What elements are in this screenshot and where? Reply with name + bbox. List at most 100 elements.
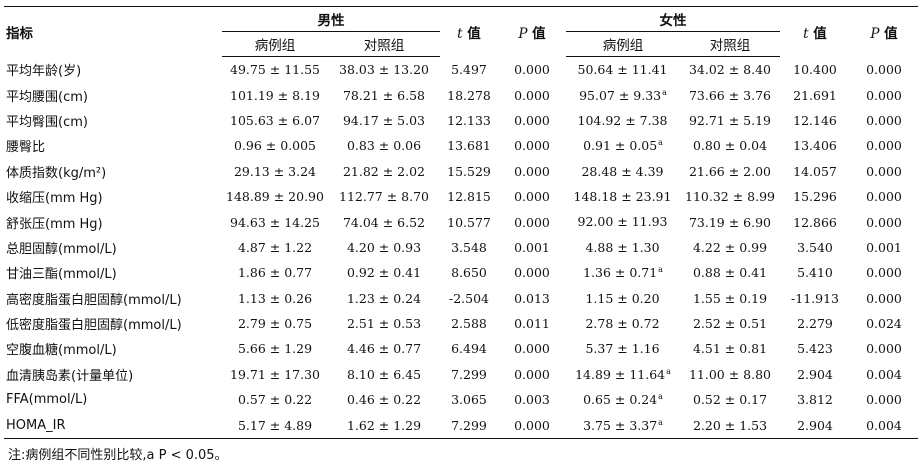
- male-t-cell: 7.299: [451, 366, 487, 382]
- female-p-cell: 0.024: [866, 316, 902, 332]
- female-control-cell: 4.51 ± 0.81: [692, 341, 768, 357]
- female-case-cell: 3.75 ± 3.37a: [566, 412, 680, 439]
- male-case-cell: 4.87 ± 1.22: [237, 239, 313, 255]
- male-p-cell: 0.013: [514, 290, 550, 306]
- male-t-cell: 2.588: [451, 316, 487, 332]
- male-p-cell: 0.000: [514, 214, 550, 230]
- table-row: 血清胰岛素(计量单位) 19.71 ± 17.30 8.10 ± 6.45 7.299…: [4, 362, 918, 387]
- female-case-cell: 4.88 ± 1.30: [585, 240, 660, 255]
- female-control-cell: 0.80 ± 0.04: [692, 138, 768, 154]
- male-p-cell: 0.000: [514, 366, 550, 382]
- male-control-cell: 0.46 ± 0.22: [346, 392, 422, 408]
- significance-mark: a: [658, 392, 663, 402]
- male-p-cell: 0.011: [514, 316, 550, 332]
- male-case-cell: 2.79 ± 0.75: [237, 316, 313, 332]
- male-t-cell: 18.278: [447, 87, 491, 103]
- significance-mark: a: [658, 138, 663, 148]
- male-case-cell: 5.66 ± 1.29: [237, 341, 313, 357]
- female-case-cell: 50.64 ± 11.41: [577, 62, 668, 78]
- female-case-header: 病例组: [566, 31, 680, 57]
- female-p-cell: 0.000: [866, 61, 902, 77]
- female-t-cell: 14.057: [793, 163, 837, 179]
- male-case-cell: 0.96 ± 0.005: [233, 138, 317, 154]
- female-control-cell: 73.66 ± 3.76: [688, 87, 772, 103]
- male-control-cell: 4.46 ± 0.77: [346, 341, 422, 357]
- male-t-cell: 13.681: [447, 138, 491, 154]
- male-case-cell: 49.75 ± 11.55: [230, 62, 320, 78]
- female-p-header: P 值: [850, 6, 918, 57]
- male-t-cell: 12.133: [447, 112, 491, 128]
- indicator-cell: 平均腰围(cm): [6, 89, 88, 105]
- male-p-cell: 0.000: [498, 412, 566, 439]
- table-row: 平均腰围(cm) 101.19 ± 8.19 78.21 ± 6.58 18.278 0…: [4, 82, 918, 107]
- female-t-cell: 13.406: [793, 138, 837, 154]
- indicator-cell: HOMA_IR: [4, 412, 222, 439]
- table-row: 腰臀比 0.96 ± 0.005 0.83 ± 0.06 13.681 0.000 0.9…: [4, 133, 918, 158]
- table-row: 甘油三酯(mmol/L) 1.86 ± 0.77 0.92 ± 0.41 8.650 0…: [4, 260, 918, 285]
- indicator-cell: 平均臀围(cm): [6, 114, 88, 130]
- table-row: 舒张压(mm Hg) 94.63 ± 14.25 74.04 ± 6.52 10.57…: [4, 209, 918, 234]
- male-p-header: P 值: [498, 6, 566, 57]
- male-t-cell: -2.504: [448, 290, 489, 306]
- female-t-cell: 3.540: [797, 239, 833, 255]
- male-t-cell: 3.065: [451, 392, 487, 408]
- table-row: 总胆固醇(mmol/L) 4.87 ± 1.22 4.20 ± 0.93 3.548 0…: [4, 235, 918, 260]
- female-case-cell: 92.00 ± 11.93: [577, 214, 668, 230]
- female-p-cell: 0.004: [850, 412, 918, 439]
- female-p-cell: 0.000: [866, 112, 902, 128]
- male-control-cell: 21.82 ± 2.02: [342, 163, 426, 179]
- female-control-cell: 21.66 ± 2.00: [688, 163, 772, 179]
- indicator-cell: 高密度脂蛋白胆固醇(mmol/L): [6, 292, 182, 308]
- male-control-cell: 112.77 ± 8.70: [339, 189, 429, 205]
- indicator-cell: 腰臀比: [6, 140, 46, 156]
- male-case-cell: 101.19 ± 8.19: [230, 87, 320, 103]
- female-t-header: t 值: [780, 6, 850, 57]
- female-t-cell: 12.866: [793, 214, 837, 230]
- significance-mark: a: [658, 417, 663, 427]
- significance-mark: a: [662, 87, 667, 97]
- male-case-cell: 105.63 ± 6.07: [230, 112, 320, 128]
- male-control-cell: 0.83 ± 0.06: [346, 138, 422, 154]
- indicator-cell: 平均年龄(岁): [6, 63, 82, 79]
- female-t-cell: 2.904: [780, 412, 850, 439]
- male-t-cell: 7.299: [440, 412, 498, 439]
- male-p-cell: 0.000: [514, 189, 550, 205]
- table-row: HOMA_IR 5.17 ± 4.89 1.62 ± 1.29 7.299 0.000 3…: [4, 412, 918, 439]
- indicator-cell: 空腹血糖(mmol/L): [6, 343, 117, 359]
- table-row: 平均年龄(岁) 49.75 ± 11.55 38.03 ± 13.20 5.497 0.…: [4, 57, 918, 83]
- table-row: 高密度脂蛋白胆固醇(mmol/L) 1.13 ± 0.26 1.23 ± 0.24 -…: [4, 286, 918, 311]
- indicator-cell: FFA(mmol/L): [6, 392, 88, 408]
- indicator-cell: 血清胰岛素(计量单位): [6, 368, 134, 384]
- male-control-cell: 78.21 ± 6.58: [342, 87, 426, 103]
- male-case-cell: 1.86 ± 0.77: [237, 265, 313, 281]
- male-t-cell: 12.815: [447, 189, 491, 205]
- male-control-cell: 2.51 ± 0.53: [346, 316, 422, 332]
- female-p-cell: 0.000: [866, 87, 902, 103]
- male-case-cell: 5.17 ± 4.89: [222, 412, 328, 439]
- male-control-cell: 1.23 ± 0.24: [346, 290, 422, 306]
- data-table-container: 指标 男性 t 值 P 值 女性 t 值 P 值 病例组 对照组 病例组 对照组…: [4, 6, 918, 439]
- male-case-cell: 148.89 ± 20.90: [226, 189, 324, 205]
- male-t-cell: 6.494: [451, 341, 487, 357]
- male-p-cell: 0.000: [514, 341, 550, 357]
- female-t-cell: 5.423: [797, 341, 833, 357]
- female-t-cell: 5.410: [797, 265, 833, 281]
- table-row: 平均臀围(cm) 105.63 ± 6.07 94.17 ± 5.03 12.133 0…: [4, 108, 918, 133]
- male-case-cell: 29.13 ± 3.24: [233, 163, 317, 179]
- female-control-cell: 110.32 ± 8.99: [685, 189, 775, 205]
- female-control-cell: 92.71 ± 5.19: [688, 112, 772, 128]
- male-control-cell: 74.04 ± 6.52: [342, 214, 426, 230]
- female-p-cell: 0.000: [866, 138, 902, 154]
- male-t-cell: 5.497: [451, 61, 487, 77]
- male-control-cell: 94.17 ± 5.03: [342, 112, 426, 128]
- female-p-cell: 0.000: [866, 163, 902, 179]
- female-t-cell: 2.904: [797, 366, 833, 382]
- indicator-cell: 收缩压(mm Hg): [6, 191, 103, 207]
- female-control-header: 对照组: [680, 31, 780, 57]
- female-p-cell: 0.000: [866, 189, 902, 205]
- male-p-cell: 0.000: [514, 87, 550, 103]
- female-control-cell: 73.19 ± 6.90: [688, 214, 772, 230]
- female-t-cell: 3.812: [797, 392, 833, 408]
- female-control-cell: 34.02 ± 8.40: [688, 62, 772, 78]
- female-case-cell: 148.18 ± 23.91: [573, 189, 672, 205]
